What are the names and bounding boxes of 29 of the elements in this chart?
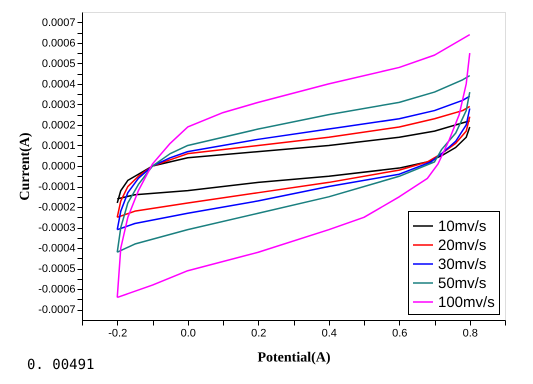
y-tick-label: -0.0007 xyxy=(38,304,76,316)
y-tick-label: 0.0000 xyxy=(42,160,76,172)
y-axis-title: Current(A) xyxy=(18,132,34,201)
y-tick-label: -0.0006 xyxy=(38,284,76,296)
y-tick-label: -0.0002 xyxy=(38,202,76,214)
y-tick-label: -0.0004 xyxy=(38,242,76,255)
y-tick-label: -0.0001 xyxy=(38,181,76,194)
x-tick-label: 0.0 xyxy=(180,328,196,340)
x-tick-label: -0.2 xyxy=(108,328,128,340)
y-tick-label: 0.0003 xyxy=(42,98,76,111)
y-tick-label: -0.0005 xyxy=(38,263,76,276)
y-tick-label: 0.0007 xyxy=(42,16,76,29)
legend-label: 50mv/s xyxy=(438,275,486,292)
y-tick-label: -0.0003 xyxy=(38,222,76,234)
legend-label: 100mv/s xyxy=(438,294,495,311)
y-tick-label: 0.0002 xyxy=(42,119,76,132)
x-tick-label: 0.6 xyxy=(392,328,408,340)
x-tick-label: 0.2 xyxy=(251,328,266,340)
legend-label: 20mv/s xyxy=(438,237,486,254)
x-axis-title: Potential(A) xyxy=(257,350,331,366)
y-tick-label: 0.0001 xyxy=(42,140,76,152)
x-tick-label: 0.4 xyxy=(322,328,337,340)
legend-label: 10mv/s xyxy=(438,218,486,235)
legend-label: 30mv/s xyxy=(438,256,486,273)
text: 0. 00491 xyxy=(27,357,94,373)
y-tick-label: 0.0005 xyxy=(42,58,76,70)
x-tick-label: 0.8 xyxy=(462,328,478,340)
y-tick-label: 0.0006 xyxy=(42,37,76,50)
y-tick-label: 0.0004 xyxy=(42,78,76,90)
